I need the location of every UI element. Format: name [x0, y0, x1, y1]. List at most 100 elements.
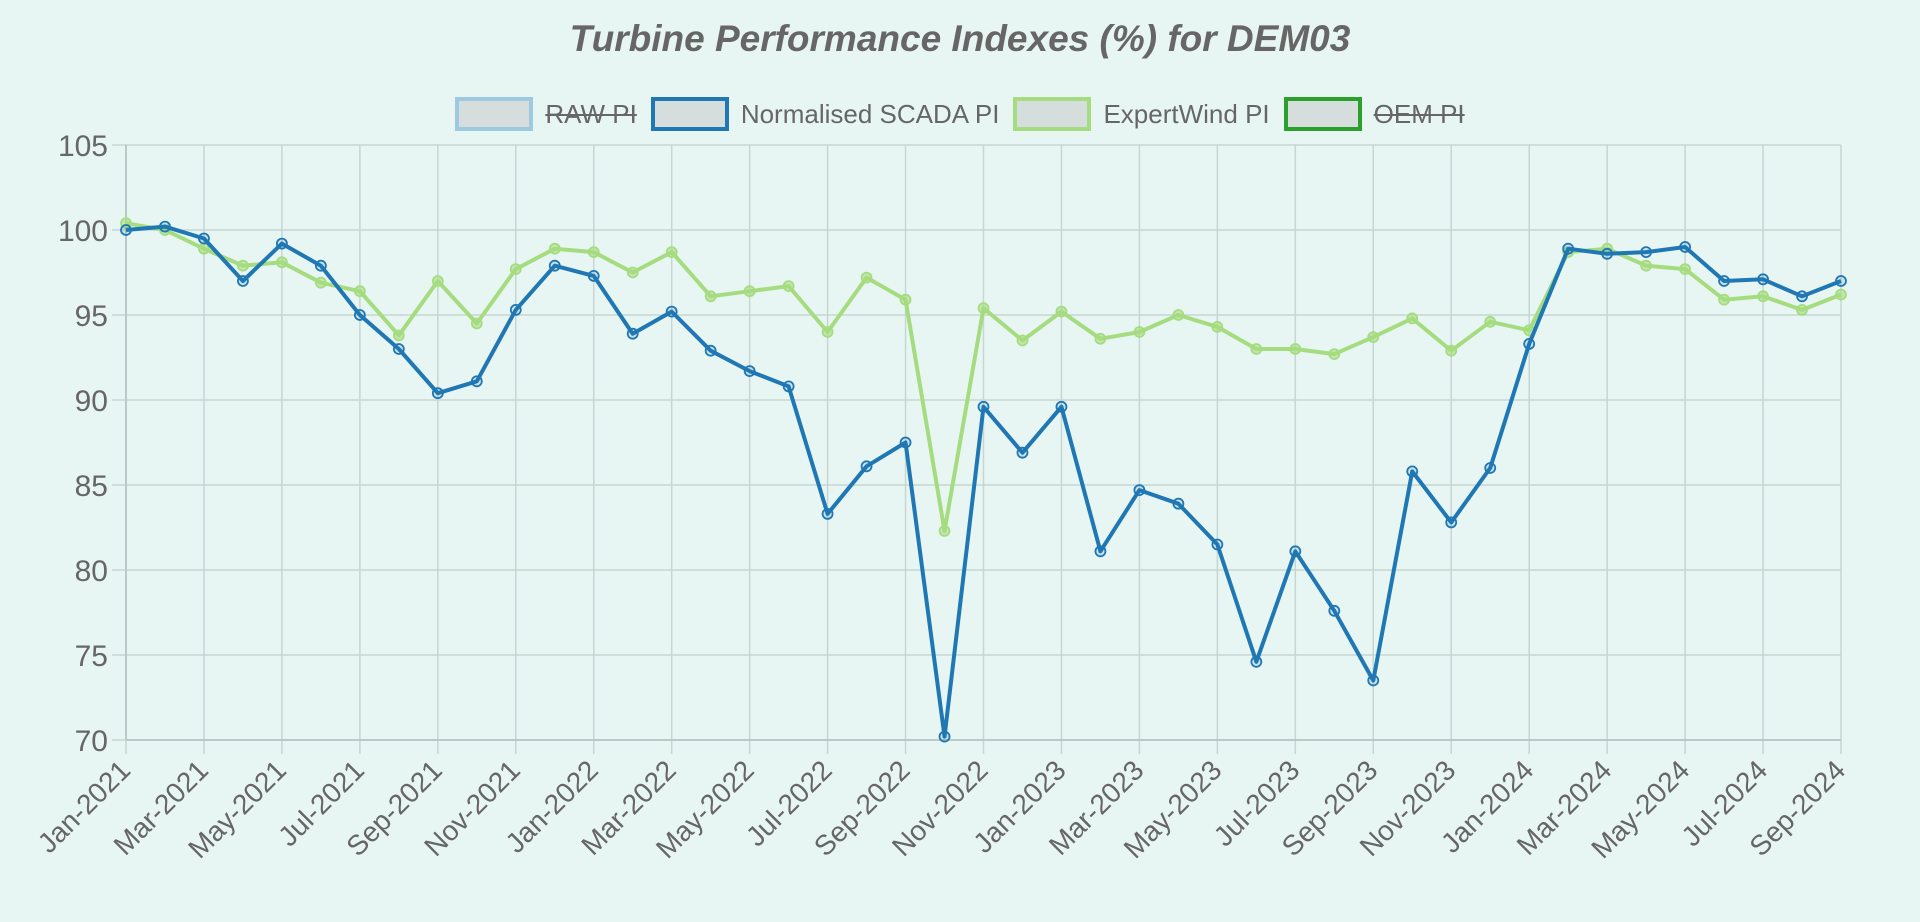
- data-point-expertwind-pi[interactable]: [1289, 343, 1302, 355]
- data-point-normalised-scada-pi[interactable]: [977, 400, 990, 413]
- data-point-normalised-scada-pi[interactable]: [1250, 655, 1263, 668]
- data-point-expertwind-pi[interactable]: [276, 256, 288, 269]
- data-point-expertwind-pi[interactable]: [1835, 288, 1847, 301]
- legend-item-oem-pi[interactable]: OEM PI: [1283, 97, 1465, 131]
- data-point-normalised-scada-pi[interactable]: [159, 220, 171, 233]
- data-point-expertwind-pi[interactable]: [392, 329, 405, 342]
- data-point-expertwind-pi[interactable]: [1172, 309, 1185, 321]
- data-point-normalised-scada-pi[interactable]: [1445, 516, 1458, 529]
- data-point-normalised-scada-pi[interactable]: [1094, 545, 1107, 558]
- data-point-expertwind-pi[interactable]: [1757, 290, 1769, 303]
- data-point-expertwind-pi[interactable]: [977, 302, 990, 315]
- legend-swatch-oem-pi: [1283, 97, 1362, 131]
- data-point-normalised-scada-pi[interactable]: [276, 237, 288, 250]
- data-point-expertwind-pi[interactable]: [782, 280, 795, 293]
- data-point-expertwind-pi[interactable]: [431, 275, 444, 287]
- data-point-normalised-scada-pi[interactable]: [548, 259, 561, 272]
- data-point-normalised-scada-pi[interactable]: [198, 232, 210, 245]
- data-point-expertwind-pi[interactable]: [821, 326, 834, 338]
- legend-item-expertwind-pi[interactable]: ExpertWind PI: [1013, 97, 1270, 131]
- data-point-expertwind-pi[interactable]: [1016, 334, 1029, 347]
- data-point-expertwind-pi[interactable]: [665, 246, 678, 259]
- data-point-expertwind-pi[interactable]: [1367, 331, 1380, 344]
- data-point-normalised-scada-pi[interactable]: [120, 224, 132, 236]
- data-point-normalised-scada-pi[interactable]: [1367, 674, 1380, 687]
- data-point-expertwind-pi[interactable]: [1796, 303, 1808, 316]
- legend-item-normalised-scada-pi[interactable]: Normalised SCADA PI: [650, 97, 1000, 131]
- data-point-normalised-scada-pi[interactable]: [938, 730, 951, 743]
- data-point-expertwind-pi[interactable]: [938, 525, 951, 537]
- y-tick-label: 85: [75, 470, 108, 503]
- data-point-expertwind-pi[interactable]: [626, 266, 639, 279]
- data-point-normalised-scada-pi[interactable]: [899, 436, 912, 449]
- data-point-expertwind-pi[interactable]: [743, 285, 756, 298]
- chart-legend: RAW PI Normalised SCADA PI ExpertWind PI…: [0, 97, 1920, 131]
- data-point-normalised-scada-pi[interactable]: [1133, 484, 1146, 497]
- data-point-normalised-scada-pi[interactable]: [1835, 275, 1847, 287]
- legend-label-expertwind-pi: ExpertWind PI: [1103, 98, 1270, 129]
- legend-label-oem-pi: OEM PI: [1373, 98, 1465, 129]
- data-point-expertwind-pi[interactable]: [470, 317, 483, 330]
- data-point-normalised-scada-pi[interactable]: [704, 344, 717, 357]
- data-point-normalised-scada-pi[interactable]: [860, 460, 873, 473]
- data-point-expertwind-pi[interactable]: [1445, 344, 1458, 357]
- data-point-normalised-scada-pi[interactable]: [1211, 538, 1224, 551]
- data-point-normalised-scada-pi[interactable]: [1328, 604, 1341, 617]
- data-point-expertwind-pi[interactable]: [1211, 320, 1224, 333]
- data-point-normalised-scada-pi[interactable]: [1640, 246, 1653, 259]
- data-point-normalised-scada-pi[interactable]: [1757, 273, 1769, 286]
- grid: [112, 144, 1842, 754]
- data-point-normalised-scada-pi[interactable]: [821, 508, 834, 520]
- data-point-expertwind-pi[interactable]: [1484, 315, 1497, 328]
- data-point-normalised-scada-pi[interactable]: [665, 305, 678, 318]
- data-point-normalised-scada-pi[interactable]: [392, 343, 405, 355]
- data-point-expertwind-pi[interactable]: [1328, 348, 1341, 361]
- data-point-normalised-scada-pi[interactable]: [1601, 247, 1614, 260]
- data-point-normalised-scada-pi[interactable]: [1718, 275, 1730, 287]
- data-point-expertwind-pi[interactable]: [860, 271, 873, 284]
- y-axis: 105 100 95 90 85 80 75 70: [58, 130, 108, 758]
- data-point-expertwind-pi[interactable]: [899, 293, 912, 306]
- data-point-expertwind-pi[interactable]: [509, 263, 522, 276]
- data-point-normalised-scada-pi[interactable]: [743, 365, 756, 378]
- data-point-normalised-scada-pi[interactable]: [1562, 242, 1575, 255]
- legend-label-normalised-scada-pi: Normalised SCADA PI: [740, 98, 1000, 129]
- data-point-normalised-scada-pi[interactable]: [1016, 446, 1029, 459]
- data-point-expertwind-pi[interactable]: [1718, 293, 1730, 306]
- data-point-expertwind-pi[interactable]: [1094, 332, 1107, 345]
- data-point-normalised-scada-pi[interactable]: [1172, 497, 1185, 510]
- data-point-expertwind-pi[interactable]: [587, 246, 600, 259]
- data-point-normalised-scada-pi[interactable]: [1679, 241, 1691, 253]
- legend-swatch-expertwind-pi: [1013, 97, 1092, 131]
- data-point-expertwind-pi[interactable]: [1250, 343, 1263, 355]
- data-point-expertwind-pi[interactable]: [1679, 263, 1691, 276]
- data-point-normalised-scada-pi[interactable]: [509, 303, 522, 316]
- data-point-normalised-scada-pi[interactable]: [1055, 400, 1068, 413]
- data-point-normalised-scada-pi[interactable]: [314, 259, 327, 272]
- data-point-expertwind-pi[interactable]: [1133, 326, 1146, 338]
- data-point-normalised-scada-pi[interactable]: [1406, 465, 1419, 478]
- data-point-normalised-scada-pi[interactable]: [626, 327, 639, 340]
- data-point-expertwind-pi[interactable]: [314, 276, 327, 289]
- data-point-expertwind-pi[interactable]: [704, 290, 717, 303]
- data-point-normalised-scada-pi[interactable]: [1796, 290, 1808, 303]
- data-point-normalised-scada-pi[interactable]: [782, 380, 795, 393]
- x-axis: Jan-2021Mar-2021May-2021Jul-2021Sep-2021…: [32, 754, 1851, 864]
- legend-label-raw-pi: RAW PI: [545, 98, 637, 129]
- data-point-expertwind-pi[interactable]: [237, 259, 249, 272]
- data-point-expertwind-pi[interactable]: [548, 242, 561, 255]
- data-point-normalised-scada-pi[interactable]: [431, 387, 444, 400]
- data-point-expertwind-pi[interactable]: [353, 285, 366, 298]
- data-point-expertwind-pi[interactable]: [1640, 259, 1653, 272]
- data-point-normalised-scada-pi[interactable]: [1289, 545, 1302, 558]
- data-point-normalised-scada-pi[interactable]: [470, 375, 483, 388]
- data-point-expertwind-pi[interactable]: [1406, 312, 1419, 325]
- data-point-expertwind-pi[interactable]: [1055, 305, 1068, 318]
- data-point-normalised-scada-pi[interactable]: [1523, 337, 1536, 350]
- data-point-normalised-scada-pi[interactable]: [237, 275, 249, 287]
- data-point-normalised-scada-pi[interactable]: [1484, 462, 1497, 474]
- data-point-normalised-scada-pi[interactable]: [587, 269, 600, 282]
- data-point-normalised-scada-pi[interactable]: [353, 309, 366, 321]
- legend-item-raw-pi[interactable]: RAW PI: [455, 97, 637, 131]
